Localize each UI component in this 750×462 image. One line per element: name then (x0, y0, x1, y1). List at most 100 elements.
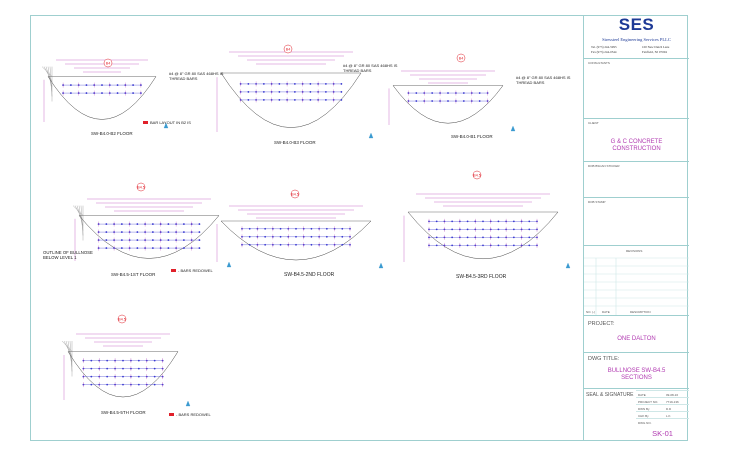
info-row-value: 09-08-16 (666, 392, 679, 397)
drawing-title: BULLNOSE SW-B4.5 SECTIONS (607, 368, 666, 381)
drawing-canvas: B4 B4 B4 B4.5 B4.5 B4.5 B4.5 (41, 44, 571, 407)
rebar-dot (153, 375, 156, 378)
bullnose-outline (47, 76, 157, 120)
rebar-dot (451, 220, 454, 223)
red-legend-swatch (169, 413, 174, 417)
rebar-dot (137, 367, 140, 370)
info-row-value: D.D (666, 406, 672, 411)
rebar-dot (512, 220, 515, 223)
direction-marker (378, 262, 384, 269)
bullnose-outline (407, 211, 559, 259)
floor-label: SW-B4.5-1ST FLOOR (111, 272, 156, 277)
hatch-line (72, 205, 84, 216)
floor-label: SW-B4.5-2ND FLOOR (284, 272, 335, 278)
rebar-dot (151, 231, 154, 233)
rebar-dot (325, 227, 328, 230)
bim-label: DOB BSCAN STICKER (588, 164, 620, 168)
bullnose-outline (220, 72, 362, 128)
outline-note: OUTLINE OF BULLNOSE BELOW LEVEL 1 (43, 250, 93, 260)
rebar-dot (512, 228, 515, 231)
rebar-dot (120, 247, 123, 249)
dwg-title-label: DWG TITLE: (588, 356, 620, 362)
info-row-label: PROJECT NO. (638, 399, 659, 404)
section-tag: B4 (286, 47, 290, 51)
rebar-dot (341, 243, 344, 246)
rebar-dot (248, 243, 251, 246)
rebar-dot (120, 231, 123, 233)
rebar-dot (167, 239, 170, 241)
rebar-dot (90, 383, 93, 386)
rebar-dot (497, 228, 500, 231)
info-row-value: 7719-136 (666, 399, 679, 404)
rebar-dot (431, 92, 434, 94)
hatch-line (41, 66, 53, 77)
rebar-dot (69, 92, 72, 94)
rebar-dot (247, 91, 250, 93)
rebar-dot (482, 228, 484, 231)
section-tag-bubble (103, 58, 113, 68)
fax: Fax (973) 244-0544 (591, 50, 617, 54)
rebar-dot (340, 99, 343, 101)
rebar-dot (415, 92, 418, 94)
floor-label: SW-B4.0-B2 FLOOR (91, 131, 133, 136)
rebar-dot (262, 91, 265, 93)
client-section: CLIENT G & C CONCRETE CONSTRUCTION (584, 118, 689, 161)
rebar-dot (182, 231, 185, 233)
info-row: CHK By L.K (636, 411, 689, 418)
client-label: CLIENT (588, 121, 599, 125)
rebar-dot (262, 83, 265, 85)
rebar-dot (431, 100, 434, 102)
bar-legend: - BARS REDOWEL (171, 268, 213, 273)
rebar-dot (151, 223, 154, 225)
rebar-dot (435, 220, 438, 223)
rebar-dot (482, 236, 484, 239)
rebar-dot (132, 92, 135, 94)
title-block: SES Stressteel Engineering Services PLLC… (583, 15, 689, 441)
rebar-dot (435, 236, 438, 239)
rebar-dot (325, 235, 328, 238)
info-row: DWG NO. (636, 418, 689, 425)
rebar-dot (512, 244, 515, 247)
rebar-dot (137, 375, 140, 378)
rebar-dot (182, 223, 185, 225)
rebar-dot (198, 239, 201, 241)
project-name: ONE DALTON (617, 336, 656, 342)
rebar-dot (466, 228, 469, 231)
stamp-label: DOB STAMP (588, 200, 606, 204)
rebar-dot (478, 100, 481, 102)
rebar-dot (105, 239, 108, 241)
section-tag: B4.5 (291, 192, 298, 196)
dwg-title-section: DWG TITLE: BULLNOSE SW-B4.5 SECTIONS (584, 352, 689, 388)
consultants-label: CONSULTANTS (588, 61, 610, 65)
rebar-dot (478, 92, 481, 94)
rebar-dot (167, 247, 170, 249)
rebar-dot (497, 236, 500, 239)
section-tag-bubble (136, 182, 146, 192)
rebar-dot (182, 239, 185, 241)
rebar-dot (136, 239, 139, 241)
rebar-dot (137, 359, 140, 362)
rebar-dot (447, 100, 449, 102)
rebar-dot (106, 383, 109, 386)
rebar-dot (435, 244, 438, 247)
rebar-dot (341, 227, 344, 230)
rebar-dot (462, 100, 465, 102)
rebar-dot (247, 83, 250, 85)
bim-section: DOB BSCAN STICKER (584, 161, 689, 197)
bullnose-outline (78, 215, 220, 259)
rebar-dot (90, 367, 93, 370)
rebar-dot (279, 235, 282, 238)
rebar-dot (295, 243, 297, 246)
direction-marker (368, 132, 374, 139)
rev-desc-header: DESCRIPTION (630, 310, 651, 314)
section-tag-bubble (456, 53, 466, 63)
rebar-dot (340, 91, 343, 93)
rebar-dot (105, 223, 108, 225)
rebar-dot (116, 92, 119, 94)
hatch-line (69, 340, 73, 372)
rebar-dot (447, 92, 449, 94)
rebar-dot (167, 231, 170, 233)
rebar-dot (528, 244, 531, 247)
rebar-dot (293, 99, 296, 101)
section-tag-bubble (472, 170, 482, 180)
